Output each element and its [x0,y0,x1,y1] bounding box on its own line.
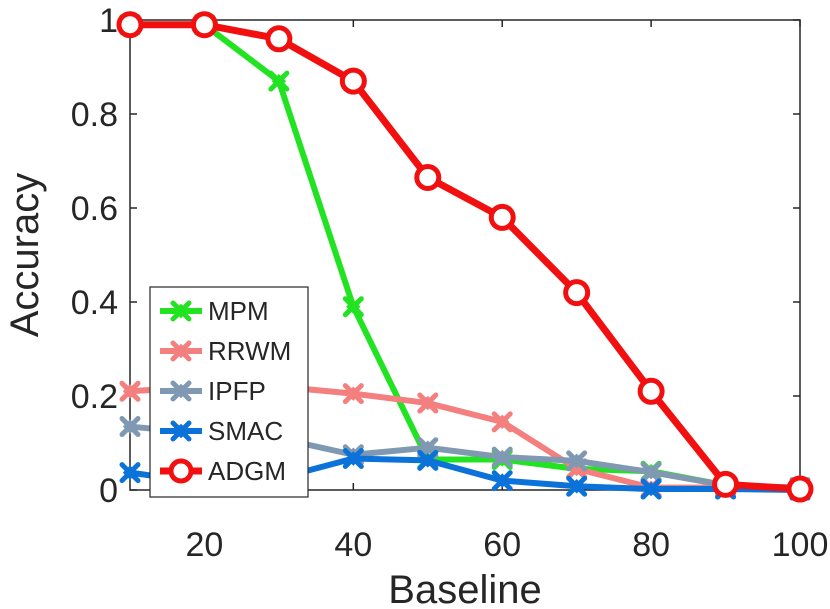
plot-frame [129,19,801,491]
legend-item-smac: SMAC [160,416,283,446]
data-point [170,380,192,402]
data-point [637,377,665,405]
data-point [170,300,192,322]
x-tick-label: 20 [186,526,224,564]
data-point [491,411,513,433]
y-tick-label: 0.2 [71,378,118,416]
data-point [566,450,588,472]
series-group [116,11,814,503]
data-point [190,11,218,39]
data-point [170,420,192,442]
y-tick-label: 0 [99,472,118,510]
legend-label: IPFP [208,376,266,406]
data-point [566,475,588,497]
legend-item-mpm: MPM [160,296,269,326]
data-point [640,478,662,500]
data-point [414,163,442,191]
legend-item-adgm: ADGM [160,456,286,486]
data-point [640,461,662,483]
legend-label: RRWM [208,336,291,366]
legend: MPM RRWM IPFP SMAC ADGM [149,286,309,498]
series-line [130,21,801,493]
data-point [268,70,290,92]
data-point [119,462,141,484]
legend-label: MPM [208,296,269,326]
legend-label: ADGM [208,456,286,486]
data-point [342,448,364,470]
legend-label: SMAC [208,416,283,446]
y-tick-label: 0.4 [71,284,118,322]
axes: 20 40 60 80 100 0 0.2 0.4 0.6 0.8 1 [71,2,829,564]
data-point [119,416,141,438]
data-point [488,203,516,231]
y-tick-label: 0.6 [71,190,118,228]
y-axis-title: Accuracy [3,173,47,338]
data-point [417,392,439,414]
data-point [265,25,293,53]
y-tick-label: 0.8 [71,96,118,134]
x-tick-label: 40 [334,526,372,564]
x-tick-label: 100 [772,526,829,564]
x-axis-title: Baseline [388,568,541,609]
data-point [339,67,367,95]
data-point [712,470,740,498]
data-point [491,470,513,492]
legend-item-rrwm: RRWM [160,336,291,366]
y-tick-label: 1 [99,2,118,40]
data-point [116,11,144,39]
x-tick-label: 60 [483,526,521,564]
data-point [119,380,141,402]
data-point [491,446,513,468]
data-point [168,458,194,484]
data-point [563,279,591,307]
data-point [786,475,814,503]
legend-item-ipfp: IPFP [160,376,266,406]
data-point [342,296,364,318]
data-point [417,449,439,471]
data-point [342,383,364,405]
data-point [170,340,192,362]
x-tick-label: 80 [632,526,670,564]
series-adgm [116,11,814,503]
